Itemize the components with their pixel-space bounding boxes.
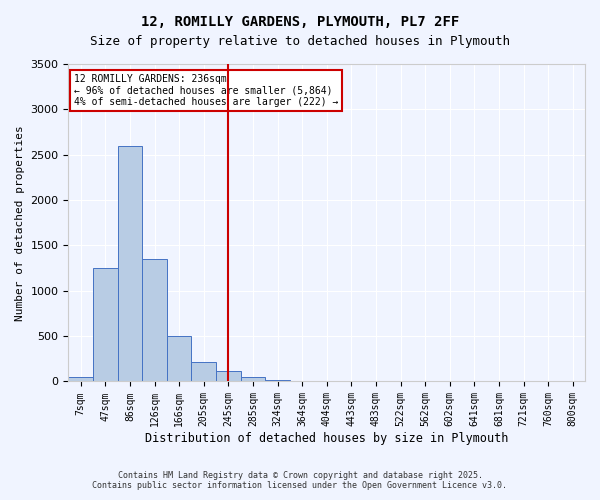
Bar	[68, 377, 93, 382]
Bar	[142, 259, 167, 382]
Bar	[118, 146, 142, 382]
Y-axis label: Number of detached properties: Number of detached properties	[15, 125, 25, 320]
Text: Size of property relative to detached houses in Plymouth: Size of property relative to detached ho…	[90, 35, 510, 48]
Text: 12, ROMILLY GARDENS, PLYMOUTH, PL7 2FF: 12, ROMILLY GARDENS, PLYMOUTH, PL7 2FF	[141, 15, 459, 29]
X-axis label: Distribution of detached houses by size in Plymouth: Distribution of detached houses by size …	[145, 432, 508, 445]
Bar	[191, 362, 216, 382]
Bar	[241, 377, 265, 382]
Bar	[167, 336, 191, 382]
Bar	[93, 268, 118, 382]
Bar	[265, 380, 290, 382]
Bar	[290, 380, 314, 382]
Text: 12 ROMILLY GARDENS: 236sqm
← 96% of detached houses are smaller (5,864)
4% of se: 12 ROMILLY GARDENS: 236sqm ← 96% of deta…	[74, 74, 338, 106]
Bar	[216, 371, 241, 382]
Text: Contains HM Land Registry data © Crown copyright and database right 2025.
Contai: Contains HM Land Registry data © Crown c…	[92, 470, 508, 490]
